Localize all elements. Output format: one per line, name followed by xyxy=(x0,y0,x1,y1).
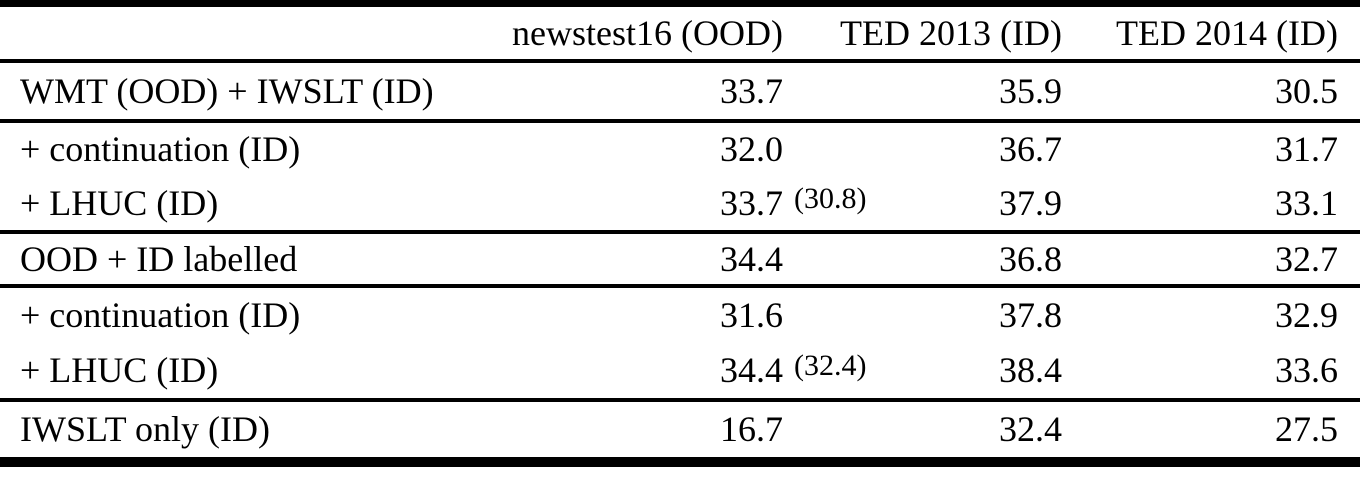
value-cell: 30.5 xyxy=(1062,60,1360,123)
score-value: 36.7 xyxy=(999,129,1062,169)
score-value: 36.8 xyxy=(999,238,1062,279)
value-cell: 33.7 xyxy=(490,60,783,123)
column-header-newstest16: newstest16 (OOD) xyxy=(490,3,783,63)
value-cell: 31.7 xyxy=(1062,121,1360,176)
value-cell: 27.5 xyxy=(1062,400,1360,462)
value-cell: 32.4 xyxy=(783,400,1062,462)
value-cell: 33.1 xyxy=(1062,175,1360,234)
header-row: newstest16 (OOD) TED 2013 (ID) TED 2014 … xyxy=(0,3,1360,63)
score-value: 33.6 xyxy=(1275,350,1338,390)
column-header-ted2014: TED 2014 (ID) xyxy=(1062,3,1360,63)
row-label: + LHUC (ID) xyxy=(0,342,490,402)
row-label: IWSLT only (ID) xyxy=(20,409,270,449)
score-value: 33.7 xyxy=(720,182,783,223)
score-value: 32.0 xyxy=(720,129,783,169)
score-value: 38.4 xyxy=(999,350,1062,390)
row-label: WMT (OOD) + IWSLT (ID) xyxy=(0,60,490,123)
table-row: OOD + ID labelled 34.4 36.8 32.7 xyxy=(0,231,1360,288)
value-cell: 34.4 xyxy=(490,231,783,288)
column-header-ted2013: TED 2013 (ID) xyxy=(783,3,1062,63)
value-cell: 33.7 (30.8) xyxy=(490,175,866,234)
value-cell: 37.9 xyxy=(783,175,1062,234)
value-cell: 35.9 xyxy=(783,60,1062,123)
score-value: 34.4 xyxy=(720,350,783,390)
table-row: + continuation (ID) 32.0 36.7 31.7 xyxy=(0,121,1360,176)
table-row: + LHUC (ID) 33.7 (30.8) 37.9 33.1 xyxy=(0,175,1360,234)
table-row: IWSLT only (ID) 16.7 32.4 27.5 xyxy=(0,400,1360,462)
table-row: + continuation (ID) 31.6 37.8 32.9 xyxy=(0,286,1360,343)
score-value: 37.9 xyxy=(999,182,1062,223)
score-value: 33.1 xyxy=(1275,182,1338,223)
row-label: + continuation (ID) xyxy=(20,295,301,335)
score-value: 30.5 xyxy=(1275,70,1338,111)
value-cell: 16.7 xyxy=(490,400,783,462)
results-table: newstest16 (OOD) TED 2013 (ID) TED 2014 … xyxy=(0,0,1360,467)
value-cell: 32.9 xyxy=(1062,286,1360,343)
score-value: 31.7 xyxy=(1275,129,1338,169)
score-value: 34.4 xyxy=(720,238,783,279)
value-cell: 36.8 xyxy=(783,231,1062,288)
header-empty-cell xyxy=(0,3,490,63)
score-value: 37.8 xyxy=(999,295,1062,335)
row-label: OOD + ID labelled xyxy=(0,231,490,288)
table-row: WMT (OOD) + IWSLT (ID) 33.7 35.9 30.5 xyxy=(0,60,1360,123)
paren-score-value: (30.8) xyxy=(794,181,867,215)
score-value: 31.6 xyxy=(720,295,783,335)
value-cell: 33.6 xyxy=(1062,342,1360,402)
value-cell: 31.6 xyxy=(490,286,783,343)
value-cell: 37.8 xyxy=(783,286,1062,343)
score-value: 27.5 xyxy=(1275,409,1338,449)
value-cell: 34.4 (32.4) xyxy=(490,342,866,402)
score-value: 32.4 xyxy=(999,409,1062,449)
paren-score-value: (32.4) xyxy=(794,349,867,382)
table-row: + LHUC (ID) 34.4 (32.4) 38.4 33.6 xyxy=(0,342,1360,402)
value-cell: 32.7 xyxy=(1062,231,1360,288)
score-value: 16.7 xyxy=(720,409,783,449)
score-value: 32.7 xyxy=(1275,238,1338,279)
value-cell: 36.7 xyxy=(783,121,1062,176)
value-cell: 32.0 xyxy=(490,121,783,176)
score-value: 32.9 xyxy=(1275,295,1338,335)
row-label: + LHUC (ID) xyxy=(0,175,490,234)
score-value: 33.7 xyxy=(720,70,783,111)
value-cell: 38.4 xyxy=(783,342,1062,402)
score-value: 35.9 xyxy=(999,70,1062,111)
row-label: + continuation (ID) xyxy=(20,129,301,169)
